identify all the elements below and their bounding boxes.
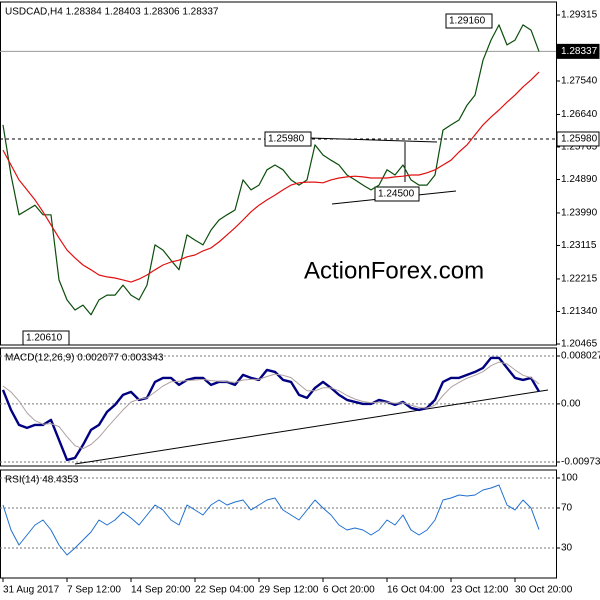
y-tick-label: 1.21340	[561, 306, 598, 317]
pane-frame	[0, 347, 557, 467]
x-tick-label: 31 Aug 2017	[3, 585, 60, 596]
pane-title: USDCAD,H4 1.28384 1.28403 1.28306 1.2833…	[5, 7, 219, 18]
series-line	[2, 484, 540, 556]
x-tick-label: 29 Sep 12:00	[259, 585, 319, 596]
level-label: 1.25980	[561, 134, 598, 145]
y-tick-label: 1.23990	[561, 208, 598, 219]
x-tick-label: 30 Oct 20:00	[515, 585, 573, 596]
x-tick-label: 23 Oct 12:00	[451, 585, 509, 596]
x-tick-label: 14 Sep 20:00	[131, 585, 191, 596]
y-tick-label: 1.25765	[561, 142, 598, 153]
x-tick-label: 7 Sep 12:00	[67, 585, 121, 596]
y-tick-label: 1.22215	[561, 274, 598, 285]
pane-frame	[0, 1, 557, 346]
annotation-box	[22, 330, 70, 346]
y-tick-label: 1.29315	[561, 10, 598, 21]
annotation-box	[374, 186, 420, 202]
pane-title: RSI(14) 48.4353	[5, 475, 79, 486]
annotation: 1.25980	[268, 134, 305, 145]
annotation: 1.20610	[26, 333, 63, 344]
y-tick-label: 1.24890	[561, 174, 598, 185]
y-tick-label: 70	[561, 503, 573, 514]
x-tick-label: 6 Oct 20:00	[323, 585, 375, 596]
series-line	[1, 356, 541, 462]
y-tick-label: -0.009737	[561, 457, 600, 468]
y-tick-label: 0.008027	[561, 351, 600, 362]
y-tick-label: 100	[561, 473, 578, 484]
watermark: ActionForex.com	[304, 257, 484, 284]
y-tick-label: 0.00	[561, 399, 581, 410]
annotation-box	[264, 131, 312, 147]
pane-title: MACD(12,26,9) 0.002077 0.003343	[5, 353, 164, 364]
y-tick-label: 1.26640	[561, 109, 598, 120]
series-line	[2, 24, 540, 316]
macd-trend-line	[74, 389, 549, 465]
series-line	[2, 71, 540, 283]
y-tick-label: 1.27540	[561, 76, 598, 87]
series-line	[2, 361, 540, 450]
annotation: 1.29160	[449, 16, 486, 27]
x-tick-label: 16 Oct 04:00	[387, 585, 445, 596]
y-tick-label: 1.23115	[561, 240, 597, 251]
resistance-line	[309, 137, 438, 143]
level-box	[556, 43, 600, 59]
level-label: 1.28337	[561, 46, 598, 57]
y-tick-label: 30	[561, 543, 573, 554]
pane-frame	[0, 469, 557, 579]
annotation-box	[445, 13, 493, 29]
annotation: 1.24500	[378, 189, 415, 200]
x-tick-label: 22 Sep 04:00	[195, 585, 255, 596]
y-tick-label: 1.20465	[561, 339, 598, 350]
level-box	[556, 131, 600, 147]
